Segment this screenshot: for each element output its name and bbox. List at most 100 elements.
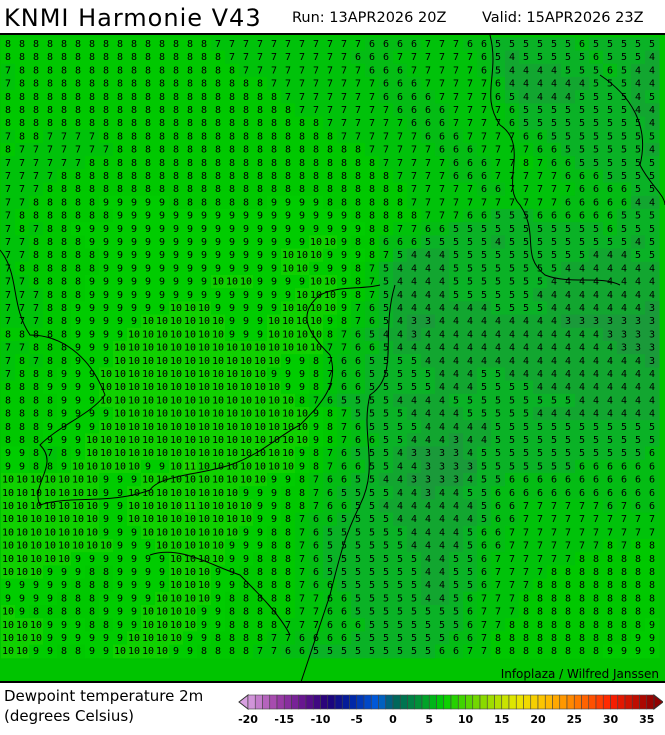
value-label: 7 [397, 158, 403, 169]
shade-cell [603, 63, 618, 78]
colorbar-swatch [465, 694, 474, 710]
value-label: 4 [439, 593, 445, 604]
value-label: 8 [355, 290, 361, 301]
value-label: 4 [607, 343, 613, 354]
shade-cell [267, 37, 282, 52]
value-label: 4 [439, 250, 445, 261]
value-label: 7 [537, 158, 543, 169]
value-label: 10 [268, 382, 280, 393]
value-label: 8 [19, 105, 25, 116]
value-label: 9 [299, 237, 305, 248]
value-label: 8 [271, 184, 277, 195]
value-label: 8 [201, 39, 207, 50]
value-label: 8 [355, 197, 361, 208]
shade-cell [225, 37, 240, 52]
value-label: 6 [327, 607, 333, 618]
value-label: 9 [299, 356, 305, 367]
value-label: 9 [271, 197, 277, 208]
value-label: 10 [212, 343, 224, 354]
value-label: 8 [355, 277, 361, 288]
value-label: 5 [551, 105, 557, 116]
value-label: 6 [593, 171, 599, 182]
value-label: 10 [142, 475, 154, 486]
value-label: 5 [383, 422, 389, 433]
value-label: 7 [481, 92, 487, 103]
value-label: 5 [453, 263, 459, 274]
value-label: 5 [509, 277, 515, 288]
shade-cell [281, 63, 296, 78]
value-label: 9 [75, 356, 81, 367]
value-label: 4 [593, 263, 599, 274]
value-label: 3 [593, 316, 599, 327]
value-label: 8 [103, 118, 109, 129]
value-label: 7 [313, 52, 319, 63]
value-label: 10 [268, 461, 280, 472]
value-label: 8 [103, 105, 109, 116]
value-label: 4 [467, 514, 473, 525]
value-label: 3 [411, 475, 417, 486]
value-label: 10 [212, 356, 224, 367]
value-label: 8 [593, 620, 599, 631]
value-label: 8 [187, 197, 193, 208]
value-label: 6 [341, 448, 347, 459]
value-label: 6 [397, 92, 403, 103]
value-label: 7 [313, 501, 319, 512]
value-label: 4 [579, 409, 585, 420]
value-label: 5 [537, 105, 543, 116]
value-label: 8 [243, 105, 249, 116]
value-label: 10 [184, 527, 196, 538]
value-label: 9 [75, 316, 81, 327]
value-label: 5 [327, 541, 333, 552]
value-label: 4 [565, 303, 571, 314]
value-label: 6 [341, 475, 347, 486]
value-label: 5 [649, 131, 655, 142]
value-label: 5 [383, 290, 389, 301]
value-label: 8 [299, 131, 305, 142]
value-label: 6 [635, 501, 641, 512]
value-label: 9 [117, 541, 123, 552]
value-label: 5 [565, 461, 571, 472]
value-label: 7 [425, 39, 431, 50]
colorbar-swatch [624, 694, 633, 710]
colorbar-swatch [646, 694, 655, 710]
value-label: 8 [89, 211, 95, 222]
value-label: 5 [327, 527, 333, 538]
value-label: 8 [243, 567, 249, 578]
shade-cell [15, 50, 30, 65]
value-label: 10 [128, 329, 140, 340]
value-label: 7 [47, 171, 53, 182]
value-label: 7 [5, 250, 11, 261]
value-label: 8 [117, 105, 123, 116]
value-label: 10 [212, 514, 224, 525]
value-label: 8 [257, 171, 263, 182]
value-label: 8 [47, 369, 53, 380]
value-label: 5 [621, 65, 627, 76]
value-label: 7 [341, 409, 347, 420]
value-label: 10 [198, 382, 210, 393]
value-label: 4 [495, 343, 501, 354]
value-label: 10 [156, 343, 168, 354]
value-label: 9 [355, 250, 361, 261]
value-label: 8 [229, 197, 235, 208]
value-label: 4 [439, 409, 445, 420]
value-label: 9 [19, 593, 25, 604]
value-label: 9 [47, 620, 53, 631]
value-label: 9 [159, 211, 165, 222]
value-label: 5 [495, 65, 501, 76]
value-label: 9 [313, 422, 319, 433]
value-label: 7 [565, 541, 571, 552]
value-label: 7 [369, 263, 375, 274]
value-label: 5 [551, 131, 557, 142]
value-label: 8 [271, 620, 277, 631]
value-label: 8 [313, 131, 319, 142]
value-label: 8 [47, 263, 53, 274]
value-label: 4 [635, 79, 641, 90]
value-label: 8 [159, 92, 165, 103]
value-label: 4 [649, 369, 655, 380]
shade-cell [435, 63, 450, 78]
value-label: 4 [439, 290, 445, 301]
value-label: 4 [439, 303, 445, 314]
colorbar-swatch [581, 694, 590, 710]
value-label: 9 [327, 211, 333, 222]
value-label: 7 [341, 343, 347, 354]
